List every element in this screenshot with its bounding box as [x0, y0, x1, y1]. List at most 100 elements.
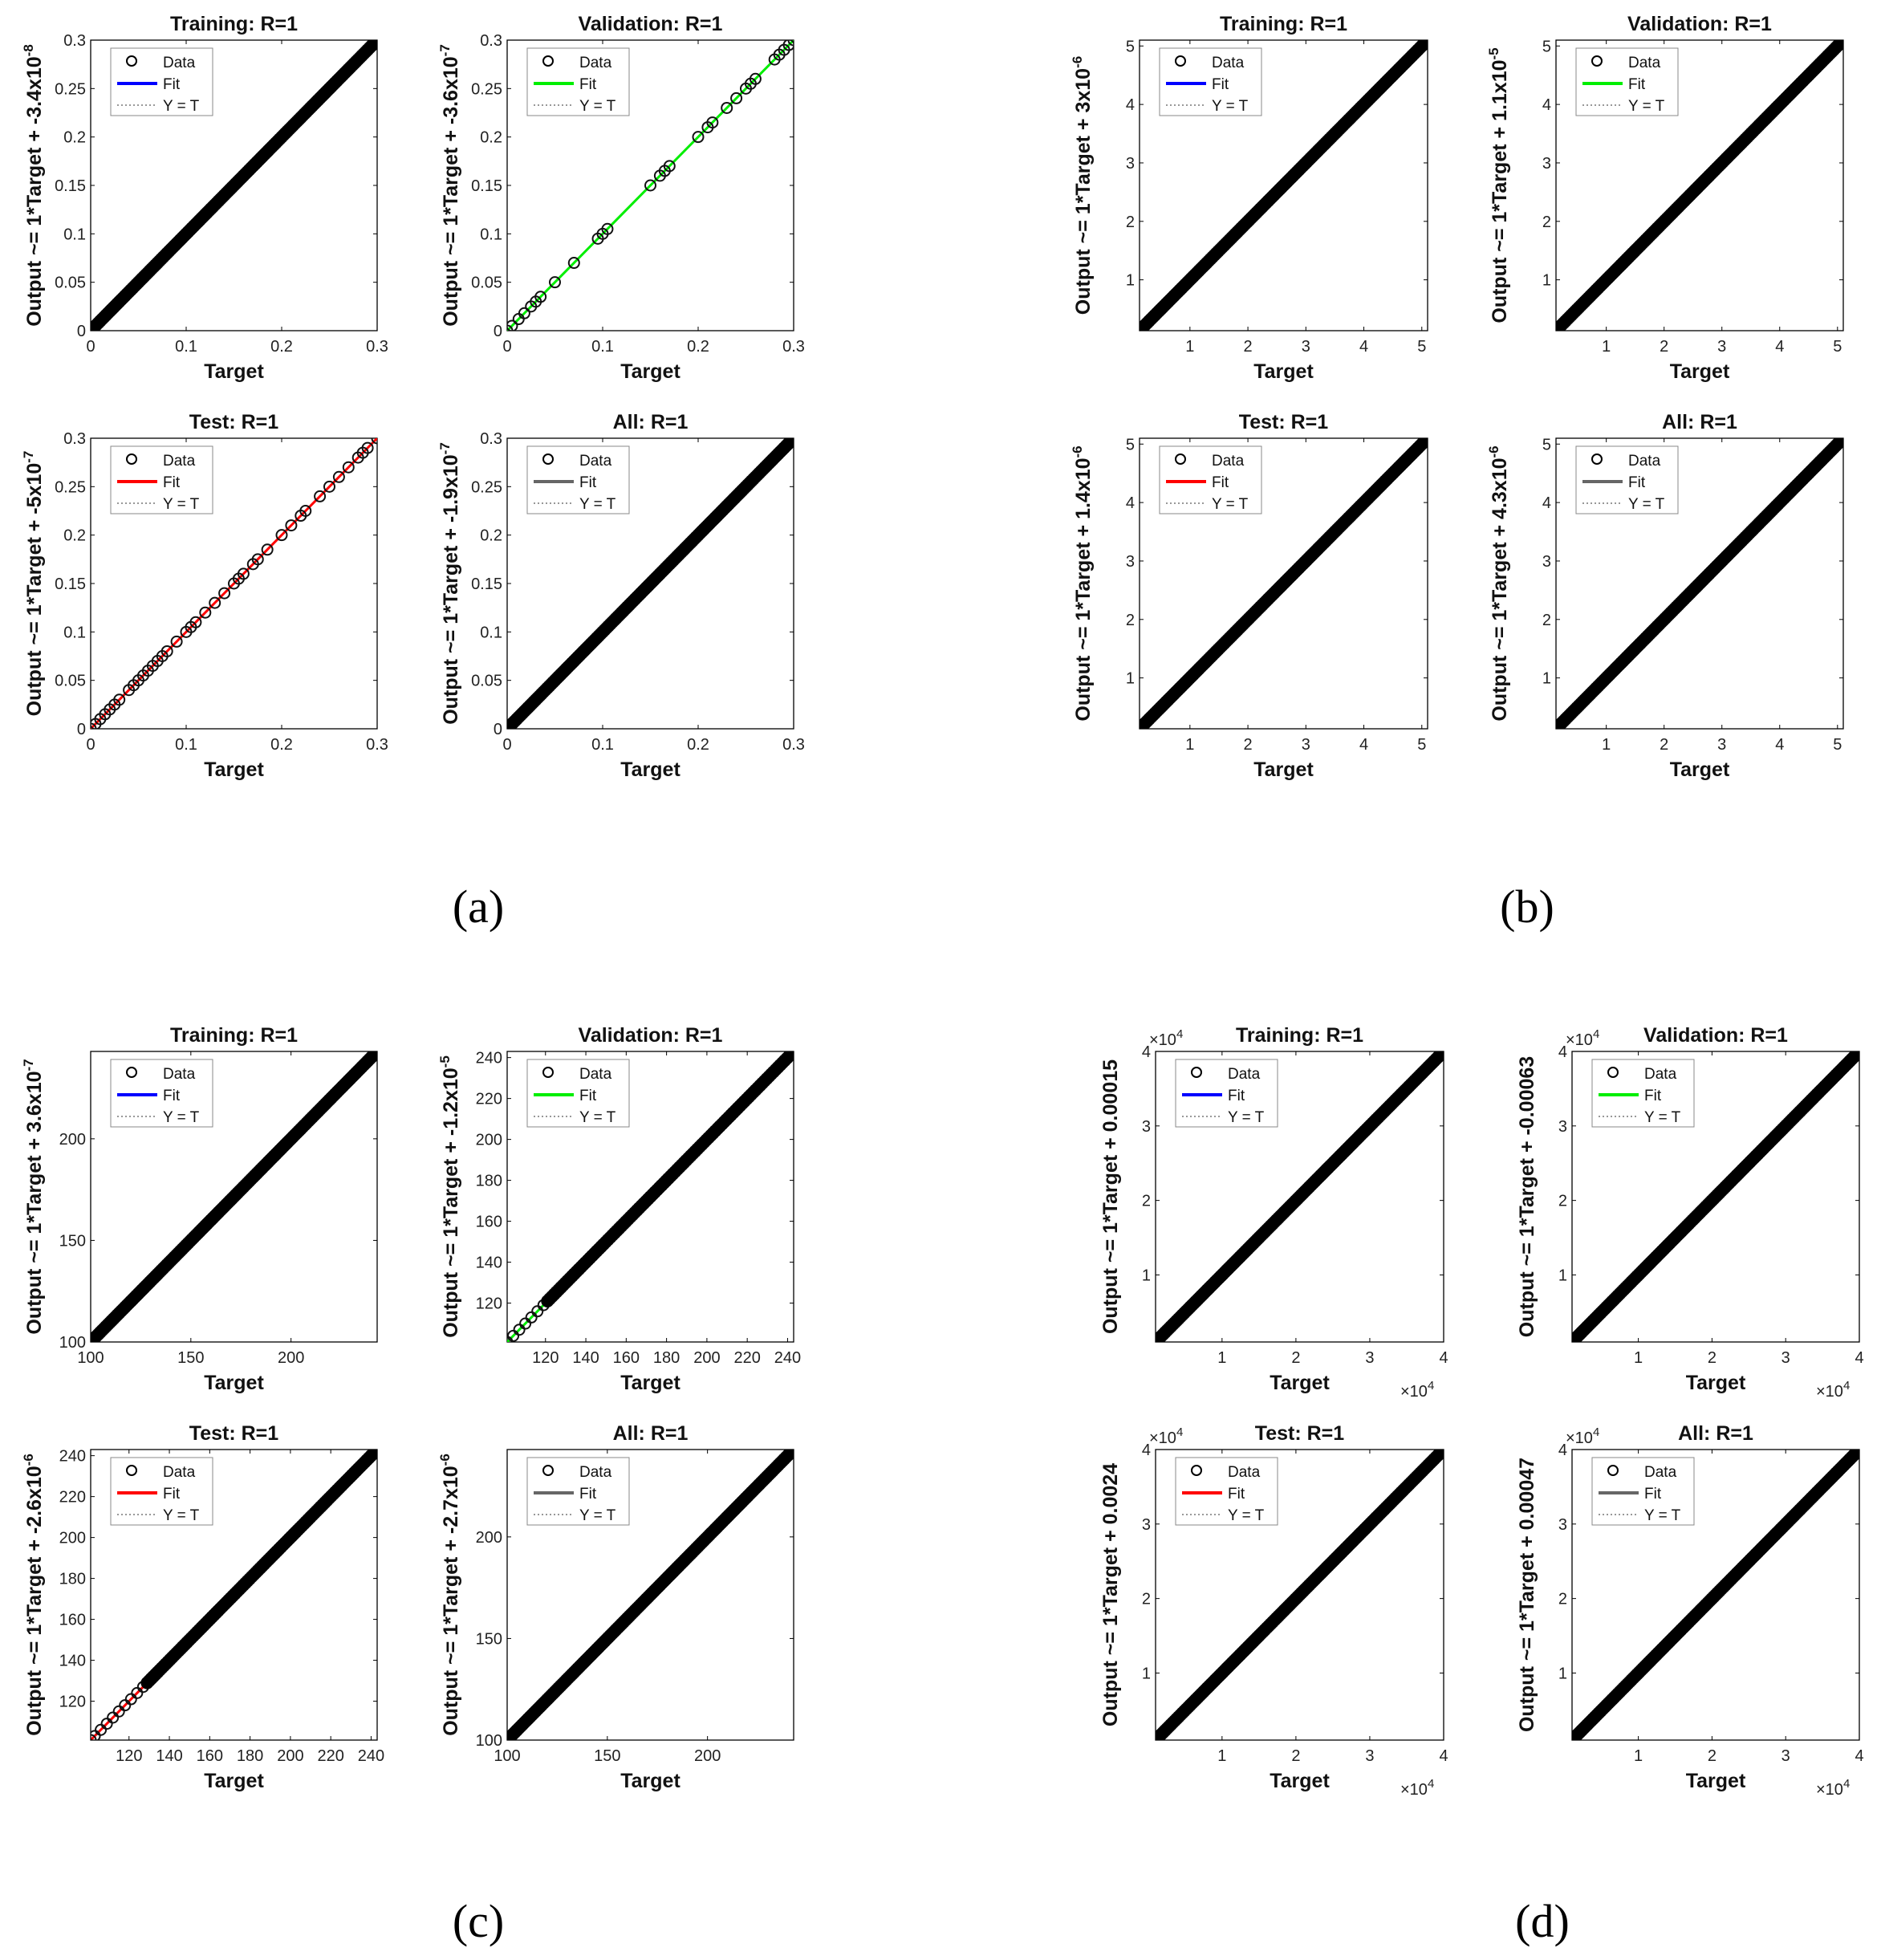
y-tick-label: 1 — [1542, 670, 1551, 688]
x-tick-label: 3 — [1717, 338, 1726, 356]
multiplier-exp: 4 — [1593, 1027, 1599, 1041]
legend: Data Fit Y = T — [1591, 1059, 1695, 1128]
legend-data-marker — [126, 453, 137, 465]
data-layer — [507, 40, 794, 331]
legend-label-data: Data — [1628, 55, 1661, 71]
y-axis-label-text: Output ~= 1*Target + 3x10 — [1072, 68, 1095, 315]
legend-data-marker — [1607, 1465, 1619, 1476]
y-axis-label-text: Output ~= 1*Target + -3.4x10 — [23, 56, 46, 326]
legend-label-data: Data — [1212, 453, 1245, 470]
data-point — [124, 1693, 137, 1706]
data-layer — [91, 1051, 377, 1342]
chart-3: 0 0.1 0.2 0.3 0 0.05 0.1 0.15 0.2 0.25 0.3 Test: R=… — [21, 411, 388, 781]
y-axis-label-text: Output ~= 1*Target + -1.2x10 — [440, 1067, 462, 1337]
x-tick-label: 120 — [116, 1747, 142, 1765]
data-point — [787, 1051, 794, 1058]
y-tick-label: 1 — [1542, 272, 1551, 290]
y-tick-label: 3 — [1142, 1118, 1151, 1136]
x-tick-label: 0.1 — [591, 736, 614, 754]
data-point — [285, 519, 298, 532]
y-tick-label: 0 — [77, 323, 86, 340]
legend: Data Fit Y = T — [110, 1059, 213, 1128]
y-axis-label-text: Output ~= 1*Target + 1.4x10 — [1072, 457, 1095, 721]
y-tick-label: 4 — [1142, 1442, 1151, 1459]
y-tick-label: 140 — [476, 1254, 502, 1272]
x-tick-label: 4 — [1359, 338, 1368, 356]
x-tick-label: 200 — [278, 1349, 304, 1367]
y-axis-label-exponent: -6 — [21, 1454, 36, 1466]
multiplier-base: ×10 — [1149, 1429, 1176, 1447]
y-tick-label: 0.05 — [55, 274, 86, 292]
data-point — [1421, 438, 1428, 445]
y-axis-label-text: Output ~= 1*Target + -2.6x10 — [23, 1466, 46, 1735]
x-axis-label: Target — [620, 360, 680, 383]
legend-label-fit: Fit — [163, 1486, 181, 1503]
y-axis-label-exponent: -6 — [1486, 445, 1501, 457]
chart-1: 0 0.1 0.2 0.3 0 0.05 0.1 0.15 0.2 0.25 0.3 Training… — [21, 13, 388, 383]
x-tick-label: 3 — [1302, 338, 1310, 356]
y-tick-label: 200 — [476, 1529, 502, 1547]
legend-label-yt: Y = T — [1212, 98, 1249, 115]
y-tick-label: 0.15 — [471, 575, 502, 593]
x-tick-label: 200 — [693, 1349, 720, 1367]
y-axis-label: Output ~= 1*Target + 0.0024 — [1099, 1463, 1122, 1726]
y-axis-label-exponent: -7 — [21, 1059, 36, 1071]
y-tick-label: 0.25 — [471, 80, 502, 98]
x-tick-label: 0.3 — [782, 736, 805, 754]
y-axis-label: Output ~= 1*Target + 3.6x10-7 — [21, 1059, 46, 1334]
y-tick-label: 2 — [1542, 612, 1551, 629]
y-tick-label: 2 — [1558, 1591, 1567, 1608]
data-layer — [1572, 1051, 1859, 1342]
x-axis-label: Target — [620, 758, 680, 781]
y-tick-label: 0 — [494, 721, 502, 738]
y-tick-label: 0.15 — [55, 575, 86, 593]
data-point — [531, 1305, 544, 1318]
x-axis-multiplier: ×104 — [1400, 1379, 1434, 1401]
data-layer — [1140, 438, 1428, 729]
chart-title: All: R=1 — [1662, 411, 1737, 433]
y-axis-label: Output ~= 1*Target + 0.00047 — [1516, 1458, 1538, 1732]
chart-12: 100 150 200 100 150 200 All: R=1 Target Output ~… — [437, 1422, 794, 1792]
x-tick-label: 1 — [1217, 1349, 1226, 1367]
data-layer — [1556, 40, 1843, 331]
legend-label-yt: Y = T — [579, 496, 616, 513]
y-tick-label: 150 — [476, 1630, 502, 1648]
legend: Data Fit Y = T — [1591, 1457, 1695, 1526]
data-point — [299, 505, 312, 517]
y-tick-label: 0 — [494, 323, 502, 340]
x-axis-label: Target — [1686, 1372, 1746, 1394]
y-axis-label: Output ~= 1*Target + 1.1x10-5 — [1486, 47, 1511, 323]
legend-data-marker — [126, 1067, 137, 1078]
y-tick-label: 200 — [59, 1131, 86, 1149]
y-tick-label: 1 — [1558, 1665, 1567, 1682]
x-tick-label: 5 — [1417, 736, 1426, 754]
data-point — [507, 319, 518, 331]
y-tick-label: 0 — [77, 721, 86, 738]
multiplier-exp: 4 — [1843, 1379, 1850, 1393]
x-tick-label: 2 — [1708, 1747, 1716, 1765]
x-axis-label: Target — [204, 1372, 264, 1394]
y-tick-label: 5 — [1542, 38, 1551, 55]
y-tick-label: 160 — [59, 1612, 86, 1629]
x-tick-label: 2 — [1291, 1349, 1300, 1367]
data-point — [209, 596, 221, 609]
y-tick-label: 4 — [1126, 96, 1135, 114]
y-tick-label: 0.3 — [63, 32, 86, 50]
data-point — [1853, 1450, 1859, 1456]
x-tick-label: 1 — [1602, 736, 1611, 754]
y-axis-label: Output ~= 1*Target + -1.9x10-7 — [437, 442, 462, 725]
y-tick-label: 0.15 — [471, 177, 502, 195]
data-point — [100, 1718, 113, 1730]
data-point — [131, 1686, 144, 1699]
data-point — [332, 470, 345, 483]
x-tick-label: 180 — [237, 1747, 263, 1765]
data-point — [1437, 1450, 1444, 1456]
legend-label-data: Data — [1212, 55, 1245, 71]
y-axis-multiplier: ×104 — [1149, 1425, 1183, 1447]
y-axis-label-exponent: -6 — [437, 1454, 453, 1466]
y-tick-label: 2 — [1558, 1193, 1567, 1210]
multiplier-base: ×10 — [1149, 1031, 1176, 1049]
x-tick-label: 0 — [502, 736, 511, 754]
y-axis-label: Output ~= 1*Target + 0.00015 — [1099, 1059, 1122, 1334]
plot-grid: 0 0.1 0.2 0.300.050.10.150.20.250.3Training… — [21, 13, 1864, 1799]
